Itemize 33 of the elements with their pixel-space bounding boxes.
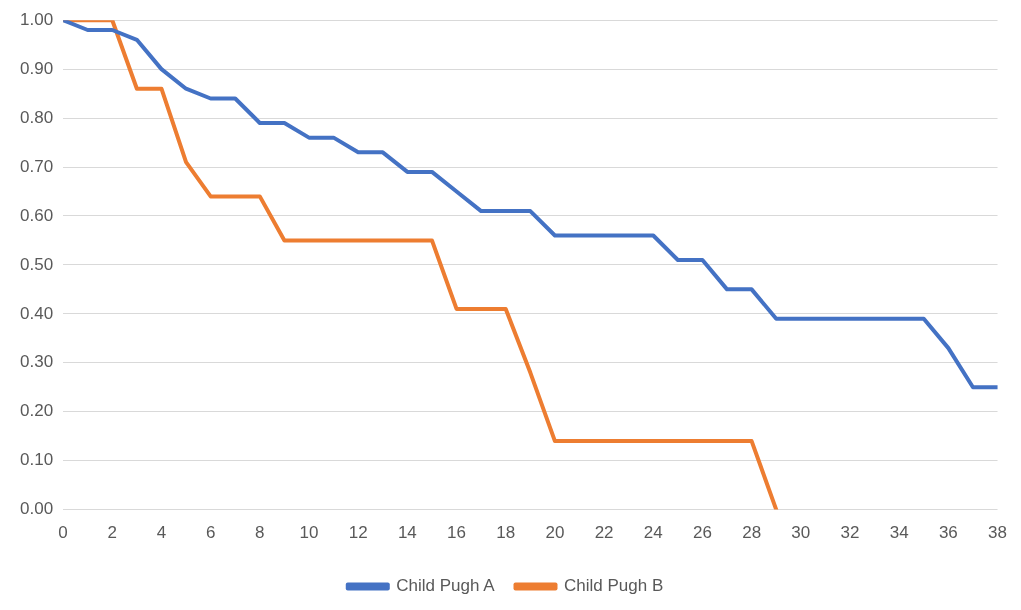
- x-tick-label: 36: [938, 523, 958, 543]
- x-tick-label: 6: [205, 523, 216, 543]
- x-tick-label: 12: [348, 523, 368, 543]
- x-tick-label: 8: [255, 523, 265, 543]
- y-tick-label: 0.60: [19, 205, 54, 225]
- y-tick-label: 0.90: [19, 58, 54, 78]
- x-tick-label: 4: [156, 523, 167, 543]
- y-tick-label: 0.20: [19, 401, 54, 421]
- x-tick-label: 18: [496, 523, 516, 543]
- y-tick-label: 0.40: [19, 303, 54, 323]
- x-tick-label: 20: [545, 523, 565, 543]
- y-tick-label: 1.00: [19, 9, 54, 29]
- y-tick-label: 0.70: [19, 156, 54, 176]
- x-tick-label: 16: [447, 523, 466, 543]
- x-tick-label: 34: [889, 523, 909, 543]
- x-tick-label: 30: [791, 523, 811, 543]
- x-tick-label: 14: [397, 523, 417, 543]
- y-tick-label: 0.50: [19, 254, 54, 274]
- x-tick-label: 24: [643, 523, 663, 543]
- x-tick-label: 10: [299, 523, 319, 543]
- x-tick-label: 38: [988, 523, 1008, 543]
- x-tick-label: 0: [58, 523, 68, 543]
- x-tick-label: 32: [840, 523, 860, 543]
- legend-label: Child Pugh A: [396, 576, 496, 596]
- y-tick-label: 0.30: [19, 352, 54, 372]
- x-tick-label: 2: [107, 523, 117, 543]
- y-tick-label: 0.80: [19, 107, 54, 127]
- legend-label: Child Pugh B: [564, 576, 664, 596]
- y-tick-label: 0.10: [19, 450, 54, 470]
- x-tick-label: 28: [742, 523, 762, 543]
- x-tick-label: 26: [692, 523, 712, 543]
- y-tick-label: 0.00: [19, 499, 54, 519]
- x-tick-label: 22: [594, 523, 614, 543]
